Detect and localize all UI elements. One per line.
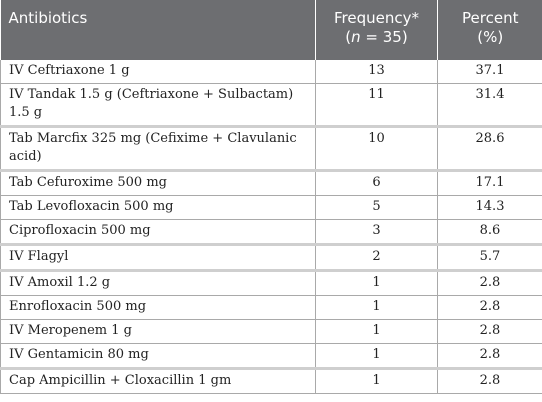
table-row: Enrofloxacin 500 mg 1 2.8 — [0, 295, 542, 320]
table-row: IV Amoxil 1.2 g 1 2.8 — [0, 269, 542, 296]
row-frequency: 1 — [315, 269, 438, 296]
row-antibiotic-name: IV Flagyl — [0, 243, 316, 271]
header-percent-label: Percent — [462, 9, 519, 27]
row-frequency: 1 — [315, 295, 438, 320]
row-antibiotic-name: Tab Cefuroxime 500 mg — [0, 169, 316, 196]
table-row: Cap Ampicillin + Cloxacillin 1 gm 1 2.8 — [0, 367, 542, 394]
table-row: IV Ceftriaxone 1 g 13 37.1 — [0, 60, 542, 84]
row-frequency: 2 — [315, 243, 438, 271]
row-frequency: 6 — [315, 169, 438, 196]
header-frequency-count: = 35) — [360, 28, 408, 46]
row-frequency: 10 — [315, 125, 438, 171]
header-antibiotics: Antibiotics — [0, 0, 316, 60]
row-frequency: 1 — [315, 319, 438, 344]
header-frequency-label: Frequency* — [334, 9, 419, 27]
row-percent: 8.6 — [437, 219, 542, 245]
row-frequency: 1 — [315, 343, 438, 369]
row-percent: 14.3 — [437, 195, 542, 220]
row-frequency: 1 — [315, 367, 438, 394]
row-frequency: 5 — [315, 195, 438, 220]
header-frequency-paren-open: ( — [345, 28, 352, 46]
row-antibiotic-name: IV Tandak 1.5 g (Ceftriaxone + Sulbactam… — [0, 83, 316, 127]
table-row: Tab Levofloxacin 500 mg 5 14.3 — [0, 195, 542, 220]
header-frequency: Frequency* (n = 35) — [315, 0, 438, 60]
row-percent: 28.6 — [437, 125, 542, 171]
table-row: Tab Cefuroxime 500 mg 6 17.1 — [0, 169, 542, 196]
table-row: IV Tandak 1.5 g (Ceftriaxone + Sulbactam… — [0, 83, 542, 127]
row-percent: 31.4 — [437, 83, 542, 127]
header-frequency-n: n — [351, 28, 361, 46]
table-row: Ciprofloxacin 500 mg 3 8.6 — [0, 219, 542, 245]
row-percent: 2.8 — [437, 367, 542, 394]
table-row: IV Flagyl 2 5.7 — [0, 243, 542, 271]
row-frequency: 13 — [315, 60, 438, 84]
table-row: Tab Marcfix 325 mg (Cefixime + Clavulani… — [0, 125, 542, 171]
row-percent: 2.8 — [437, 295, 542, 320]
table-row: IV Meropenem 1 g 1 2.8 — [0, 319, 542, 344]
row-antibiotic-name: Cap Ampicillin + Cloxacillin 1 gm — [0, 367, 316, 394]
row-antibiotic-name: IV Meropenem 1 g — [0, 319, 316, 344]
row-antibiotic-name: Enrofloxacin 500 mg — [0, 295, 316, 320]
row-antibiotic-name: Ciprofloxacin 500 mg — [0, 219, 316, 245]
header-percent-unit: (%) — [477, 28, 504, 46]
row-frequency: 3 — [315, 219, 438, 245]
row-antibiotic-name: IV Amoxil 1.2 g — [0, 269, 316, 296]
row-antibiotic-name: IV Ceftriaxone 1 g — [0, 60, 316, 84]
row-antibiotic-name: IV Gentamicin 80 mg — [0, 343, 316, 369]
header-percent: Percent (%) — [437, 0, 542, 60]
row-antibiotic-name: Tab Marcfix 325 mg (Cefixime + Clavulani… — [0, 125, 316, 171]
row-antibiotic-name: Tab Levofloxacin 500 mg — [0, 195, 316, 220]
row-percent: 2.8 — [437, 343, 542, 369]
row-percent: 2.8 — [437, 269, 542, 296]
row-percent: 5.7 — [437, 243, 542, 271]
row-percent: 17.1 — [437, 169, 542, 196]
header-antibiotics-label: Antibiotics — [8, 9, 88, 27]
row-percent: 37.1 — [437, 60, 542, 84]
table-row: IV Gentamicin 80 mg 1 2.8 — [0, 343, 542, 369]
row-percent: 2.8 — [437, 319, 542, 344]
table-header-row: Antibiotics Frequency* (n = 35) Percent … — [0, 0, 542, 60]
row-frequency: 11 — [315, 83, 438, 127]
